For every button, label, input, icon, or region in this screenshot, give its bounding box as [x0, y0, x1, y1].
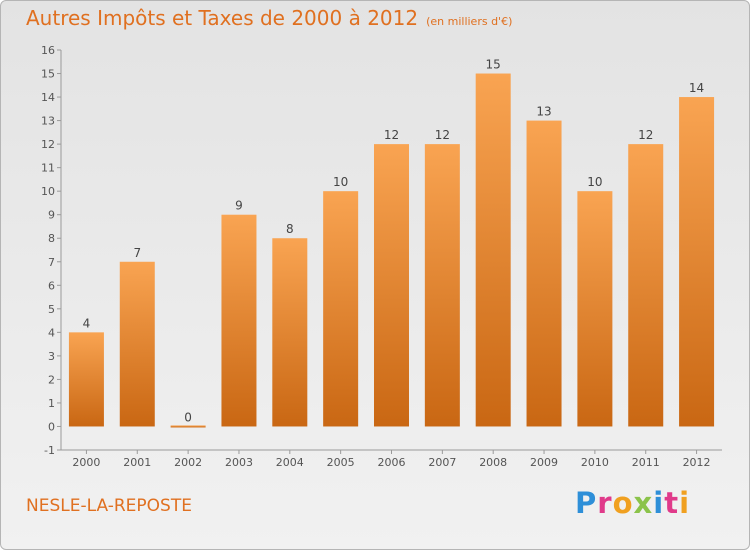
data-label-2009: 13 — [536, 105, 551, 119]
data-label-2004: 8 — [286, 222, 294, 236]
chart-title-unit: (en milliers d'€) — [426, 15, 513, 28]
x-tick-label-2012: 2012 — [683, 456, 711, 469]
x-tick-label-2006: 2006 — [378, 456, 406, 469]
bar-2008 — [475, 73, 511, 427]
data-label-2007: 12 — [435, 128, 450, 142]
bar-2012 — [679, 97, 715, 427]
y-tick-label: 4 — [48, 326, 55, 339]
proxiti-logo[interactable]: Proxiti — [575, 486, 691, 520]
x-tick-label-2001: 2001 — [123, 456, 151, 469]
y-tick-label: 13 — [41, 115, 55, 128]
data-label-2008: 15 — [486, 58, 501, 72]
x-tick-label-2003: 2003 — [225, 456, 253, 469]
data-label-2001: 7 — [133, 246, 141, 260]
bar-2010 — [577, 191, 613, 427]
bar-2007 — [424, 144, 460, 427]
y-tick-label: 2 — [48, 373, 55, 386]
data-label-2006: 12 — [384, 128, 399, 142]
x-tick-label-2007: 2007 — [428, 456, 456, 469]
commune-name: NESLE-LA-REPOSTE — [26, 496, 192, 516]
y-tick-label: 15 — [41, 68, 55, 81]
data-label-2003: 9 — [235, 199, 243, 213]
bar-2001 — [119, 261, 155, 427]
x-tick-label-2004: 2004 — [276, 456, 304, 469]
data-label-2005: 10 — [333, 175, 348, 189]
data-label-2000: 4 — [83, 316, 91, 330]
y-tick-label: 5 — [48, 303, 55, 316]
data-label-2012: 14 — [689, 81, 704, 95]
x-tick-label-2010: 2010 — [581, 456, 609, 469]
y-tick-label: 11 — [41, 162, 55, 175]
chart-title: Autres Impôts et Taxes de 2000 à 2012 (en… — [26, 6, 512, 30]
y-tick-label: 10 — [41, 185, 55, 198]
y-tick-label: 12 — [41, 138, 55, 151]
y-tick-label: 3 — [48, 350, 55, 363]
bar-2006 — [374, 144, 409, 427]
y-tick-label: 8 — [48, 232, 55, 245]
data-label-2002: 0 — [184, 410, 192, 424]
y-tick-label: 6 — [48, 279, 55, 292]
x-tick-label-2002: 2002 — [174, 456, 202, 469]
x-tick-label-2000: 2000 — [72, 456, 100, 469]
bar-2005 — [323, 191, 359, 427]
x-tick-label-2008: 2008 — [479, 456, 507, 469]
bar-2002 — [170, 425, 206, 428]
x-axis: 2000 2001 2002 2003 2004 2005 2006 2007 2008 2009… — [61, 449, 722, 469]
y-tick-label: 14 — [41, 91, 55, 104]
y-tick-label: 0 — [48, 420, 55, 433]
x-tick-label-2005: 2005 — [327, 456, 355, 469]
y-tick-label: 9 — [48, 209, 55, 222]
y-tick-label: 1 — [48, 397, 55, 410]
data-labels: 4 7 0 9 8 10 12 12 15 13 10 12 14 — [83, 58, 705, 425]
y-tick-label: -1 — [44, 444, 55, 457]
y-tick-label: 7 — [48, 256, 55, 269]
data-label-2011: 12 — [638, 128, 653, 142]
bar-2000 — [68, 332, 104, 427]
y-tick-label: 16 — [41, 44, 55, 57]
data-label-2010: 10 — [587, 175, 602, 189]
bar-2003 — [221, 214, 257, 427]
chart-title-text: Autres Impôts et Taxes de 2000 à 2012 — [26, 6, 419, 30]
x-tick-label-2011: 2011 — [632, 456, 660, 469]
bars — [68, 73, 715, 428]
bar-2004 — [272, 238, 308, 427]
x-tick-label-2009: 2009 — [530, 456, 558, 469]
bar-2011 — [628, 144, 664, 427]
bar-2009 — [526, 120, 562, 427]
